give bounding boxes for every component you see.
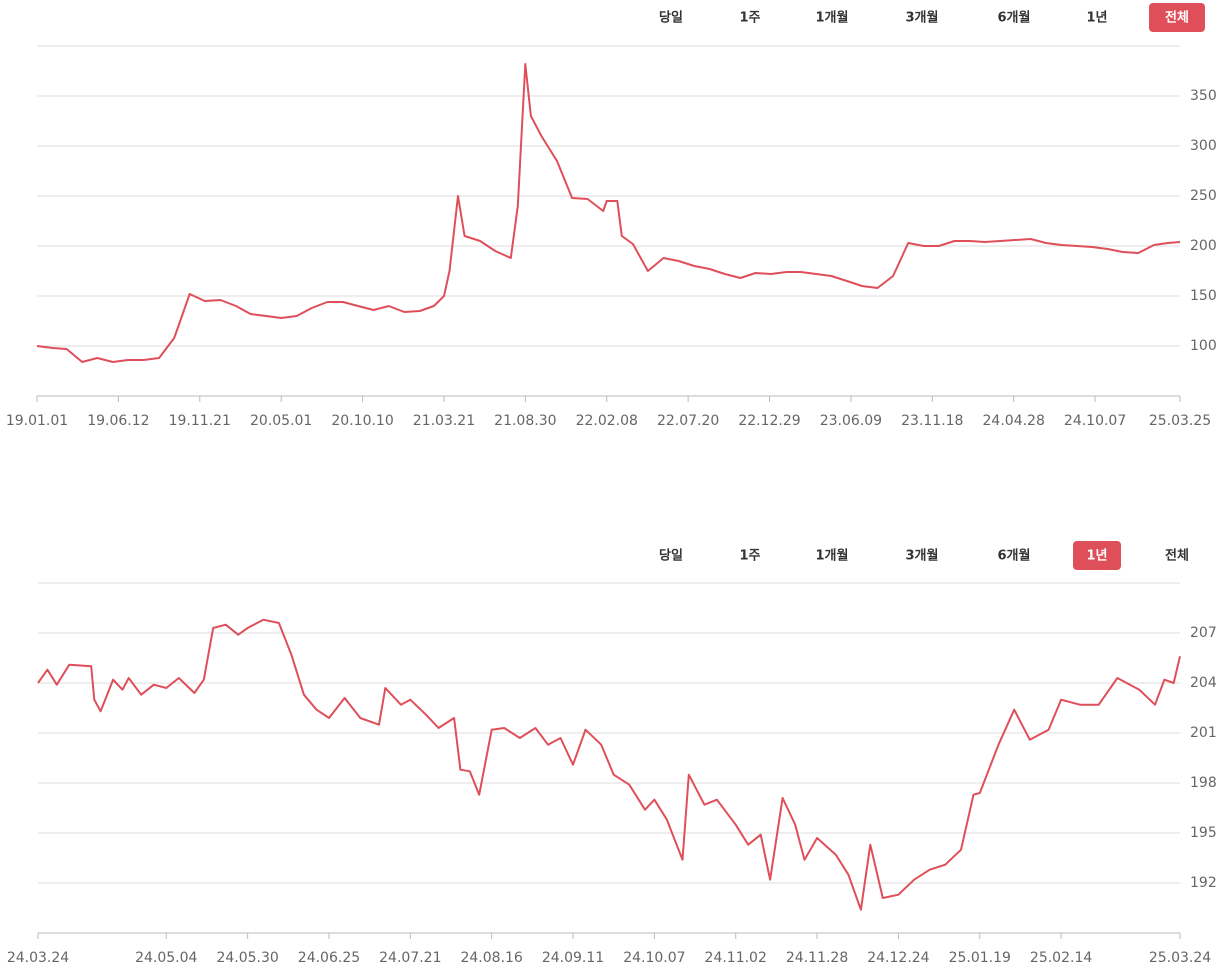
y-tick-label: 350 <box>1190 88 1217 104</box>
range-button[interactable]: 1년 <box>1073 541 1121 570</box>
range-button-label: 1주 <box>739 549 760 564</box>
range-button[interactable]: 3개월 <box>906 548 939 564</box>
x-tick-label: 20.05.01 <box>250 413 312 429</box>
y-tick-label: 195 <box>1190 825 1217 841</box>
range-button[interactable]: 1주 <box>739 11 760 26</box>
range-button-label: 6개월 <box>998 548 1031 564</box>
y-tick-label: 300 <box>1190 138 1217 154</box>
range-button-label: 전체 <box>1165 548 1189 564</box>
y-tick-label: 201 <box>1190 725 1217 741</box>
range-button[interactable]: 전체 <box>1149 3 1205 32</box>
y-tick-label: 150 <box>1190 288 1217 304</box>
range-button[interactable]: 당일 <box>659 10 683 26</box>
x-tick-label: 19.06.12 <box>87 413 149 429</box>
x-tick-label: 24.07.21 <box>379 950 441 966</box>
x-tick-label: 25.03.25 <box>1149 413 1211 429</box>
x-tick-label: 24.12.24 <box>867 950 929 966</box>
y-tick-label: 250 <box>1190 188 1217 204</box>
range-button[interactable]: 당일 <box>659 548 683 564</box>
x-tick-label: 22.07.20 <box>657 413 719 429</box>
y-tick-label: 192 <box>1190 875 1217 891</box>
range-button-label: 1개월 <box>816 10 849 26</box>
x-tick-label: 19.11.21 <box>169 413 231 429</box>
x-tick-label: 24.11.02 <box>705 950 767 966</box>
range-button-label: 1주 <box>739 11 760 26</box>
x-tick-label: 24.03.24 <box>7 950 69 966</box>
price-line <box>36 63 1181 363</box>
x-tick-label: 19.01.01 <box>6 413 68 429</box>
x-tick-label: 24.11.28 <box>786 950 848 966</box>
range-button-label: 6개월 <box>998 10 1031 26</box>
range-button-label: 3개월 <box>906 548 939 564</box>
x-tick-label: 24.05.04 <box>135 950 197 966</box>
x-tick-label: 24.09.11 <box>542 950 604 966</box>
chart: 당일 1주 1개월 3개월 6개월 1년 전체 100 150 200 250 300 350 19.01… <box>6 3 1217 429</box>
x-tick-label: 21.03.21 <box>413 413 475 429</box>
range-button[interactable]: 전체 <box>1165 548 1189 564</box>
chart: 당일 1주 1개월 3개월 6개월 1년 전체 192 195 198 201 204 207 24.03… <box>7 541 1217 966</box>
range-button[interactable]: 3개월 <box>906 10 939 26</box>
x-tick-label: 25.03.24 <box>1149 950 1211 966</box>
y-tick-label: 207 <box>1190 625 1217 641</box>
x-tick-label: 24.08.16 <box>460 950 522 966</box>
range-button[interactable]: 1개월 <box>816 10 849 26</box>
range-button-label: 당일 <box>659 10 683 26</box>
x-tick-label: 25.02.14 <box>1030 950 1092 966</box>
range-button[interactable]: 1년 <box>1086 11 1107 26</box>
range-button-label: 당일 <box>659 548 683 564</box>
range-button-label: 전체 <box>1165 10 1189 26</box>
range-button-label: 1개월 <box>816 548 849 564</box>
x-tick-label: 24.10.07 <box>1064 413 1126 429</box>
y-tick-label: 200 <box>1190 238 1217 254</box>
x-tick-label: 24.04.28 <box>983 413 1045 429</box>
y-tick-label: 198 <box>1190 775 1217 791</box>
range-button-label: 1년 <box>1086 11 1107 26</box>
range-button-label: 3개월 <box>906 10 939 26</box>
x-tick-label: 23.11.18 <box>901 413 963 429</box>
y-tick-label: 204 <box>1190 675 1217 691</box>
x-tick-label: 23.06.09 <box>820 413 882 429</box>
x-tick-label: 22.12.29 <box>738 413 800 429</box>
range-button-bg <box>1149 3 1205 32</box>
range-button[interactable]: 6개월 <box>998 548 1031 564</box>
range-button-label: 1년 <box>1086 549 1107 564</box>
x-tick-label: 24.05.30 <box>216 950 278 966</box>
x-tick-label: 24.10.07 <box>623 950 685 966</box>
x-tick-label: 24.06.25 <box>298 950 360 966</box>
range-button[interactable]: 1주 <box>739 549 760 564</box>
x-tick-label: 20.10.10 <box>331 413 393 429</box>
y-tick-label: 100 <box>1190 338 1217 354</box>
x-tick-label: 22.02.08 <box>576 413 638 429</box>
x-tick-label: 21.08.30 <box>494 413 556 429</box>
price-line <box>37 618 1181 911</box>
x-tick-label: 25.01.19 <box>949 950 1011 966</box>
range-button[interactable]: 6개월 <box>998 10 1031 26</box>
range-button[interactable]: 1개월 <box>816 548 849 564</box>
range-button-bg <box>1073 541 1121 570</box>
